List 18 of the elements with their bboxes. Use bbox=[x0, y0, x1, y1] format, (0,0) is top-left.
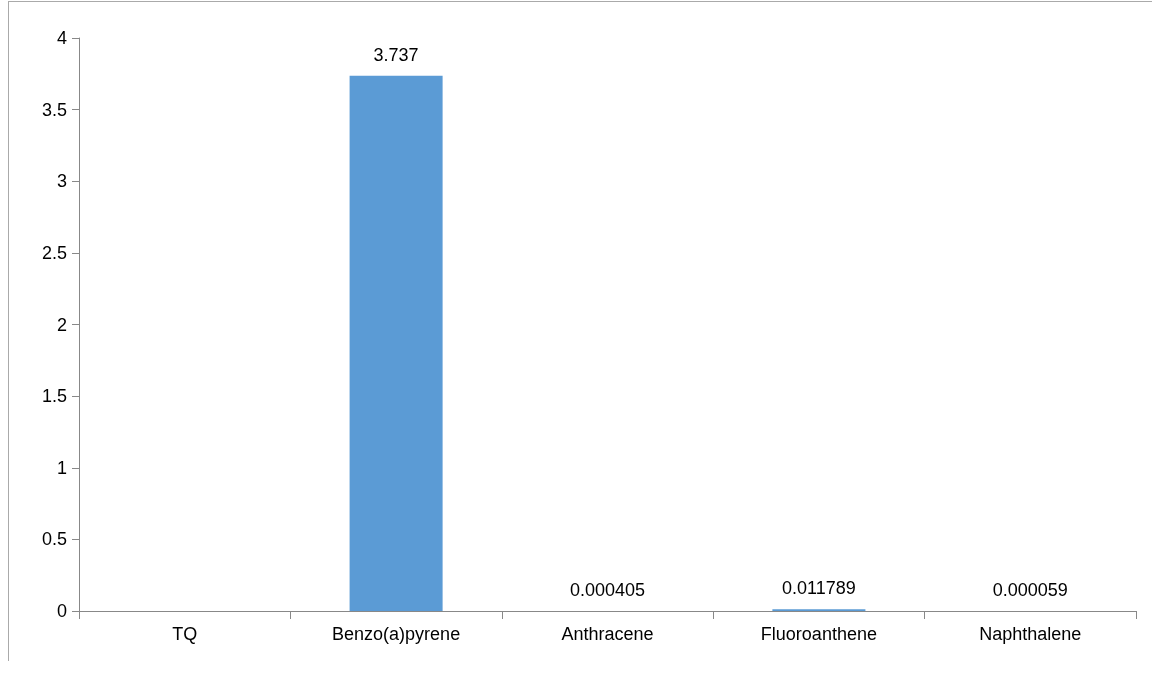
y-tick-label: 0 bbox=[56, 601, 67, 621]
x-tick-label: Benzo(a)pyrene bbox=[332, 624, 461, 644]
x-tick-label: Naphthalene bbox=[979, 624, 1082, 644]
y-tick-label: 1.5 bbox=[41, 386, 67, 407]
y-tick-label: 0.5 bbox=[41, 529, 67, 550]
data-label: 0.000059 bbox=[992, 579, 1068, 600]
data-label: 3.737 bbox=[373, 44, 419, 65]
y-tick-label: 3 bbox=[56, 171, 67, 192]
x-tick-label: Anthracene bbox=[561, 624, 654, 644]
x-tick-label: TQ bbox=[172, 624, 198, 644]
y-tick-label: 4 bbox=[56, 28, 67, 48]
y-tick-label: 2.5 bbox=[41, 242, 67, 263]
data-label: 0.000405 bbox=[569, 579, 646, 600]
y-tick-label: 3.5 bbox=[41, 99, 67, 120]
x-tick-label: Fluoroanthene bbox=[760, 624, 877, 644]
y-tick-label: 1 bbox=[56, 457, 67, 478]
data-label: 0.011789 bbox=[782, 578, 856, 599]
y-tick-label: 2 bbox=[56, 314, 67, 335]
